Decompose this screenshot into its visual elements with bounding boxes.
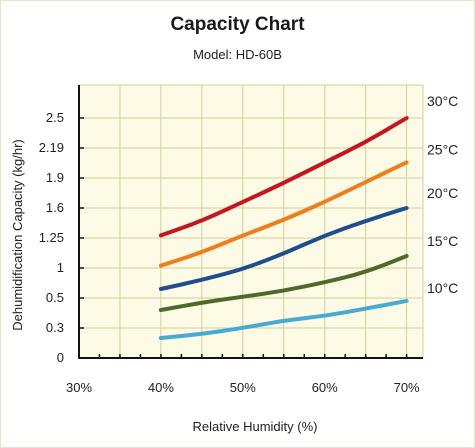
x-tick-label: 60% <box>312 380 338 395</box>
series-line-2 <box>158 205 409 291</box>
y-tick-label: 1 <box>57 260 64 275</box>
y-tick-label: 0.3 <box>46 320 64 335</box>
chart-subtitle: Model: HD-60B <box>193 47 282 62</box>
y-tick-label: 2.19 <box>39 140 64 155</box>
x-tick-label: 40% <box>148 380 174 395</box>
x-axis-title: Relative Humidity (%) <box>193 419 318 434</box>
y-tick-label: 1.9 <box>46 170 64 185</box>
series-label-0: 30°C <box>427 93 458 109</box>
series-line-3 <box>158 254 409 312</box>
series-line-1 <box>158 160 409 268</box>
series-label-2: 20°C <box>427 185 458 201</box>
series-label-1: 25°C <box>427 141 458 157</box>
plot-background <box>79 85 423 358</box>
series-label-4: 10°C <box>427 280 458 296</box>
series-line-4 <box>158 299 409 340</box>
chart-title: Capacity Chart <box>170 14 305 35</box>
y-tick-label: 2.5 <box>46 110 64 125</box>
series-label-3: 15°C <box>427 233 458 249</box>
x-tick-label: 30% <box>66 380 92 395</box>
y-tick-label: 0 <box>57 350 64 365</box>
x-tick-label: 50% <box>230 380 256 395</box>
series-line-0 <box>158 116 409 238</box>
y-tick-label: 1.25 <box>39 230 64 245</box>
y-axis-title: Dehumidification Capacity (kg/hr) <box>10 139 25 330</box>
y-tick-label: 1.6 <box>46 200 64 215</box>
y-tick-label: 0.5 <box>46 290 64 305</box>
x-tick-label: 70% <box>394 380 420 395</box>
